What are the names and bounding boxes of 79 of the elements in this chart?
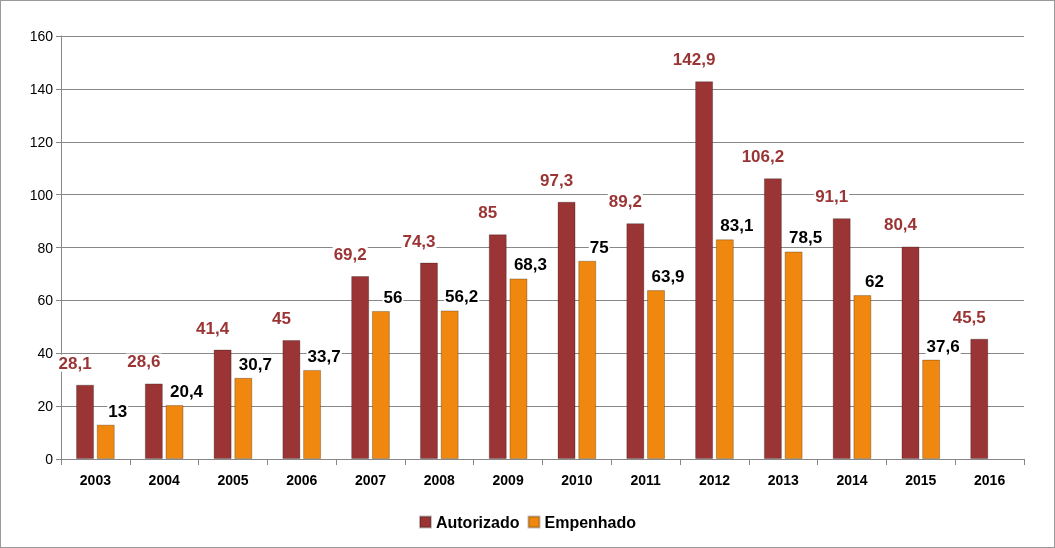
data-label: 85: [478, 203, 498, 223]
x-tick-label: 2006: [286, 472, 318, 488]
data-label: 69,2: [333, 245, 367, 265]
data-label: 28,6: [127, 352, 161, 372]
y-tick-label: 40: [37, 345, 54, 362]
bar: [213, 349, 232, 459]
legend-label: Empenhado: [544, 513, 637, 531]
bar: [440, 310, 459, 459]
data-label: 56: [383, 287, 403, 307]
x-tick-label: 2014: [836, 472, 868, 488]
data-label: 142,9: [672, 50, 716, 70]
bar: [303, 369, 322, 459]
x-tick-label: 2004: [148, 472, 180, 488]
bar: [715, 239, 734, 459]
x-tick-label: 2007: [354, 472, 387, 488]
x-tick-label: 2005: [217, 472, 249, 488]
bar: [970, 338, 989, 459]
x-tick-label: 2009: [492, 472, 524, 488]
data-label: 56,2: [445, 287, 479, 307]
data-label: 45: [271, 309, 291, 329]
bar: [419, 262, 438, 459]
x-tick-label: 2015: [905, 472, 937, 488]
x-tick-label: 2008: [423, 472, 456, 488]
x-tick-label: 2003: [79, 472, 112, 488]
bar: [922, 359, 941, 459]
data-label: 83,1: [720, 216, 754, 236]
bar: [282, 340, 301, 459]
data-label: 91,1: [815, 187, 849, 207]
data-label: 45,5: [952, 307, 986, 327]
bar: [832, 218, 851, 459]
data-label: 80,4: [883, 215, 918, 235]
data-label: 63,9: [651, 267, 685, 287]
data-label: 68,3: [513, 255, 547, 275]
bar: [234, 377, 253, 459]
bar: [165, 405, 184, 459]
x-tick-label: 2010: [561, 472, 593, 488]
bar: [488, 234, 507, 459]
x-tick-label: 2012: [698, 472, 731, 488]
bar: [626, 223, 645, 459]
bar: [763, 178, 782, 459]
bar: [695, 81, 714, 459]
y-tick-label: 0: [45, 451, 54, 467]
y-tick-label: 20: [37, 398, 54, 415]
bar: [96, 424, 115, 459]
y-tick-label: 60: [37, 292, 54, 309]
data-label: 41,4: [196, 318, 230, 338]
y-tick-label: 80: [37, 239, 54, 256]
y-tick-label: 160: [29, 28, 54, 44]
bar: [144, 383, 163, 459]
bar: [351, 276, 370, 459]
data-label: 33,7: [307, 346, 341, 366]
bar: [371, 310, 390, 459]
data-label: 74,3: [402, 231, 436, 251]
bar: [784, 251, 803, 459]
data-label: 75: [589, 237, 609, 257]
x-tick-label: 2011: [630, 472, 662, 488]
data-label: 37,6: [926, 336, 960, 356]
data-label: 28,1: [58, 353, 92, 373]
data-label: 89,2: [608, 192, 642, 212]
bar: [853, 295, 872, 459]
y-tick-label: 140: [29, 80, 54, 97]
data-label: 62: [864, 272, 884, 292]
bar: [557, 201, 576, 459]
bar: [76, 384, 95, 459]
data-label: 97,3: [540, 170, 574, 190]
data-label: 78,5: [789, 228, 823, 248]
bar: [647, 290, 666, 459]
y-tick-label: 120: [29, 133, 54, 150]
bar: [578, 260, 597, 459]
bar: [509, 278, 528, 459]
data-label: 20,4: [169, 382, 204, 402]
data-label: 13: [108, 401, 128, 421]
x-tick-label: 2016: [974, 472, 1006, 488]
x-tick-label: 2013: [767, 472, 800, 488]
y-tick-label: 100: [29, 186, 54, 203]
bar: [901, 246, 920, 459]
legend-label: Autorizado: [435, 513, 520, 531]
data-label: 106,2: [741, 147, 785, 167]
data-label: 30,7: [238, 354, 272, 374]
